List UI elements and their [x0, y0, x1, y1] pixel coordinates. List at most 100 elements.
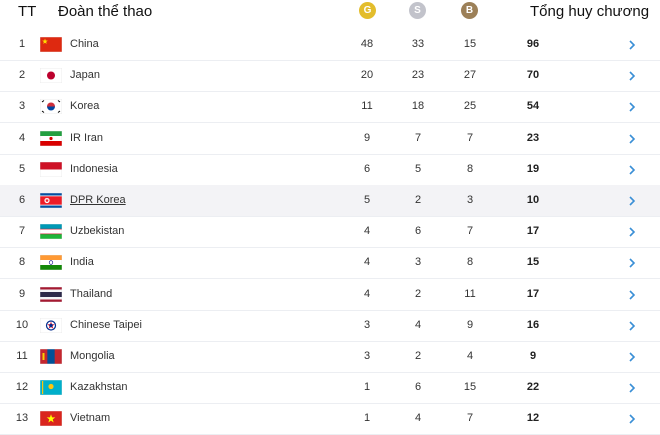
rank: 1: [18, 38, 26, 50]
gold-count: 4: [363, 287, 371, 300]
gold-count: 4: [363, 256, 371, 269]
silver-count: 23: [411, 69, 425, 82]
gold-count: 1: [363, 412, 371, 425]
silver-count: 2: [414, 194, 422, 206]
total-count: 70: [526, 69, 540, 82]
gold-count: 48: [360, 38, 374, 50]
team-name: IR Iran: [70, 131, 104, 144]
table-row: 13 Vietnam 1 4 7 12: [0, 403, 660, 435]
flag: [39, 223, 63, 242]
total-count: 54: [526, 100, 540, 113]
total-count: 9: [529, 350, 537, 362]
row-expand[interactable]: [627, 164, 637, 179]
row-expand[interactable]: [627, 39, 637, 54]
team-name: DPR Korea: [70, 194, 126, 206]
flag: [39, 348, 63, 367]
total-count: 15: [526, 256, 540, 269]
table-row: 2 Japan 20 23 27 70: [0, 60, 660, 93]
total-count: 96: [526, 38, 540, 50]
row-expand[interactable]: [627, 257, 637, 272]
table-row: 5 Indonesia 6 5 8 19: [0, 154, 660, 186]
rank: 7: [18, 225, 26, 238]
team-name: Japan: [70, 69, 100, 82]
silver-count: 3: [414, 256, 422, 269]
gold-count: 6: [363, 162, 371, 175]
table-row: 4 IR Iran 9 7 7 23: [0, 123, 660, 155]
table-row: 11 Mongolia 3 2 4 9: [0, 341, 660, 373]
bronze-count: 27: [463, 69, 477, 82]
team-name: Vietnam: [70, 412, 111, 425]
total-count: 12: [526, 412, 540, 425]
gold-count: 20: [360, 69, 374, 82]
total-count: 23: [526, 131, 540, 144]
rank: 10: [15, 318, 29, 331]
table-row: 10 Chinese Taipei 3 4 9 16: [0, 310, 660, 342]
rank: 11: [16, 350, 28, 362]
gold-count: 3: [363, 318, 371, 331]
rank: 8: [18, 256, 26, 269]
silver-count: 6: [414, 381, 422, 394]
gold-count: 4: [363, 225, 371, 238]
flag: [39, 36, 63, 55]
row-expand[interactable]: [627, 289, 637, 304]
table-row: 1 China 48 33 15 96: [0, 29, 660, 61]
silver-count: 18: [411, 100, 425, 113]
silver-count: 5: [414, 162, 422, 175]
team-name: India: [70, 256, 94, 269]
team-name: China: [70, 38, 99, 50]
table-row: 8 India 4 3 8 15: [0, 247, 660, 280]
rank: 2: [18, 69, 26, 82]
table-row: 9 Thailand 4 2 11 17: [0, 279, 660, 311]
row-expand[interactable]: [627, 101, 637, 116]
row-expand[interactable]: [627, 320, 637, 335]
bronze-count: 7: [466, 225, 474, 238]
total-count: 17: [526, 287, 540, 300]
team-name: Uzbekistan: [70, 225, 125, 238]
bronze-count: 4: [466, 350, 474, 362]
row-expand[interactable]: [627, 382, 637, 397]
row-expand[interactable]: [627, 351, 637, 366]
table-row: 3 Korea 11 18 25 54: [0, 91, 660, 124]
team-name: Kazakhstan: [70, 381, 128, 394]
bronze-count: 15: [463, 38, 477, 50]
rank: 12: [15, 381, 29, 394]
row-expand[interactable]: [627, 70, 637, 85]
total-header: Tổng huy chương: [530, 3, 650, 20]
bronze-count: 3: [466, 194, 474, 206]
rank-header: TT: [18, 3, 37, 20]
bronze-count: 9: [466, 318, 474, 331]
flag: [39, 99, 63, 117]
team-name: Korea: [70, 100, 100, 113]
flag: [39, 161, 63, 180]
silver-count: 2: [414, 287, 422, 300]
bronze-count: 11: [464, 287, 476, 300]
bronze-count: 15: [463, 381, 477, 394]
flag: [39, 317, 63, 336]
team-name: Indonesia: [70, 162, 118, 175]
team-name: Thailand: [70, 287, 113, 300]
table-row: 7 Uzbekistan 4 6 7 17: [0, 216, 660, 249]
flag: [39, 286, 63, 305]
row-expand[interactable]: [627, 226, 637, 241]
total-count: 17: [526, 225, 540, 238]
silver-count: 4: [414, 412, 422, 425]
flag: [39, 255, 63, 273]
rank: 6: [18, 194, 26, 206]
flag: [39, 67, 63, 86]
row-expand[interactable]: [627, 133, 637, 148]
total-count: 10: [526, 194, 540, 206]
bronze-count: 7: [466, 412, 474, 425]
gold-count: 11: [361, 100, 373, 113]
total-count: 19: [526, 162, 540, 175]
flag: [39, 379, 63, 398]
row-expand[interactable]: [627, 413, 637, 428]
silver-count: 6: [414, 225, 422, 238]
team-header: Đoàn thể thao: [58, 3, 153, 20]
table-row: 6 DPR Korea 5 2 3 10: [0, 185, 660, 217]
team-name: Chinese Taipei: [70, 318, 142, 331]
flag: [39, 411, 63, 429]
total-count: 22: [526, 381, 540, 394]
flag: [39, 192, 63, 211]
row-expand[interactable]: [627, 195, 637, 210]
